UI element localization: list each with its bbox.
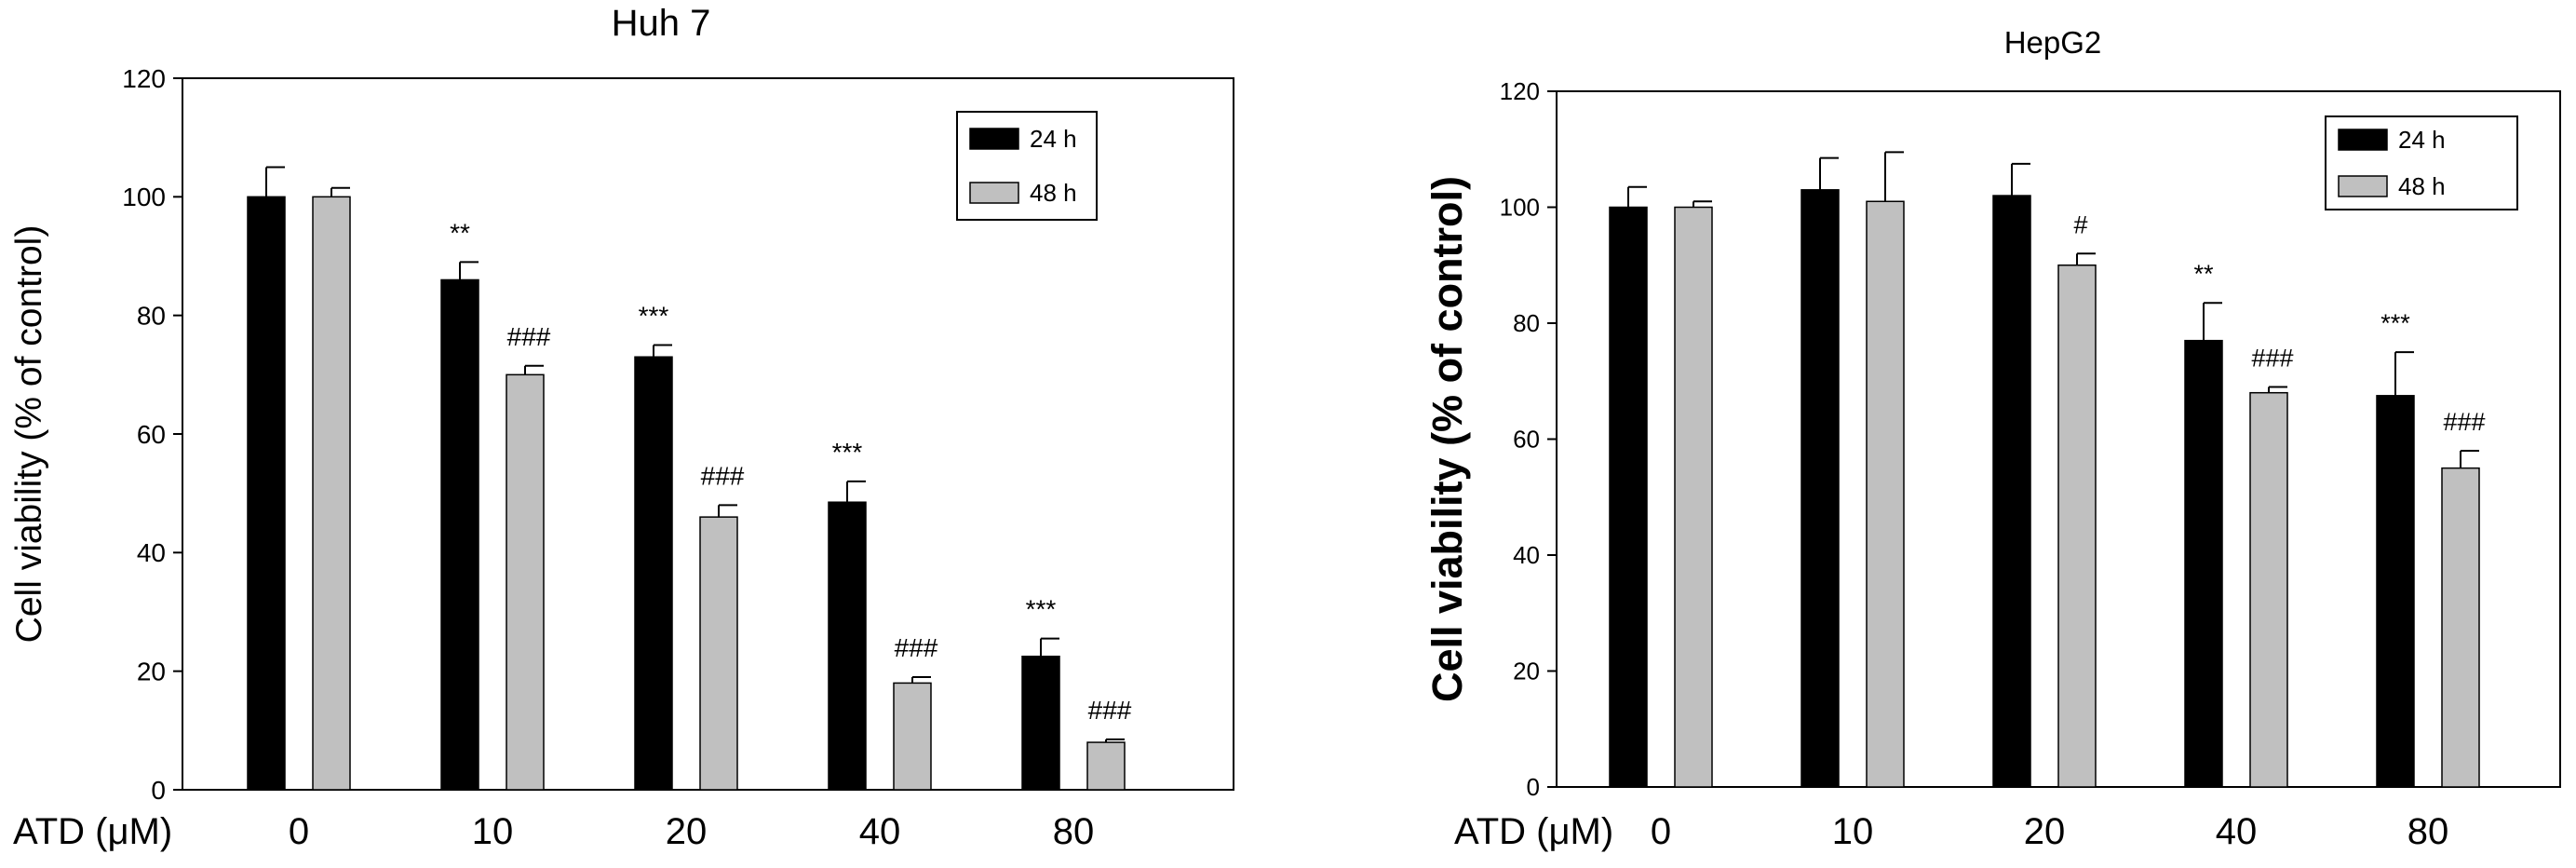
significance-annotation: ***: [2380, 309, 2410, 337]
bar-48h-80: [1086, 741, 1126, 791]
significance-annotation: ***: [1026, 595, 1057, 624]
bar-48h-20: [699, 516, 738, 791]
y-tick-label: 40: [1513, 541, 1540, 569]
category-label: 40: [2216, 811, 2258, 852]
bar-48h-80: [2441, 467, 2480, 788]
y-tick-label: 40: [137, 538, 166, 567]
legend-swatch: [2338, 175, 2388, 197]
significance-annotation: ###: [2251, 344, 2293, 372]
significance-annotation: ***: [639, 302, 669, 331]
significance-annotation: ###: [507, 322, 551, 351]
y-axis-label: Cell viability (% of control): [9, 225, 49, 644]
legend-label: 24 h: [1030, 125, 1077, 153]
category-label: 20: [666, 811, 708, 852]
y-tick-label: 20: [1513, 658, 1540, 685]
y-tick-label: 100: [1500, 194, 1540, 222]
x-axis-label: ATD (μM): [13, 811, 172, 852]
legend-label: 48 h: [1030, 179, 1077, 207]
bar-48h-40: [2249, 391, 2288, 788]
significance-annotation: ###: [701, 461, 745, 490]
significance-annotation: **: [450, 218, 470, 247]
bar-48h-10: [1866, 200, 1905, 788]
category-label: 20: [2024, 811, 2066, 852]
y-tick-label: 120: [122, 64, 166, 93]
y-tick-label: 20: [137, 657, 166, 685]
x-axis-label: ATD (μM): [1454, 811, 1613, 852]
significance-annotation: **: [2193, 260, 2214, 288]
bar-48h-0: [1674, 206, 1713, 788]
category-label: 80: [2407, 811, 2449, 852]
y-tick-label: 120: [1500, 77, 1540, 105]
legend-label: 48 h: [2398, 172, 2446, 200]
legend-swatch: [969, 128, 1019, 150]
bar-24h-0: [1609, 206, 1648, 788]
significance-annotation: ###: [895, 633, 938, 662]
y-tick-label: 60: [137, 420, 166, 449]
legend-swatch: [2338, 129, 2388, 151]
legend-swatch: [969, 182, 1019, 204]
bar-24h-0: [247, 196, 286, 791]
category-label: 10: [1832, 811, 1874, 852]
category-label: 0: [1651, 811, 1671, 852]
category-label: 40: [859, 811, 901, 852]
y-tick-label: 60: [1513, 426, 1540, 454]
chart-title: Huh 7: [612, 3, 711, 44]
bar-24h-10: [440, 278, 479, 791]
legend: 24 h 48 h: [2325, 115, 2518, 210]
y-tick-label: 80: [1513, 309, 1540, 337]
y-tick-label: 100: [122, 183, 166, 211]
bar-24h-20: [1992, 195, 2031, 788]
y-tick-label: 0: [1527, 773, 1540, 801]
bar-24h-80: [2376, 395, 2415, 788]
bar-24h-40: [2184, 339, 2223, 788]
significance-annotation: #: [2073, 210, 2087, 238]
category-label: 10: [472, 811, 514, 852]
bar-24h-10: [1801, 189, 1840, 788]
legend: 24 h 48 h: [956, 111, 1098, 221]
bar-24h-20: [634, 356, 673, 791]
significance-annotation: ###: [2443, 408, 2485, 436]
bar-24h-80: [1021, 656, 1060, 791]
y-tick-label: 80: [137, 301, 166, 330]
bar-48h-10: [506, 373, 545, 791]
category-label: 80: [1053, 811, 1095, 852]
bar-48h-20: [2057, 264, 2097, 788]
y-axis-label: Cell viability (% of control): [1423, 176, 1471, 702]
bar-48h-40: [893, 682, 932, 791]
legend-label: 24 h: [2398, 126, 2446, 154]
significance-annotation: ###: [1088, 696, 1132, 725]
bar-24h-40: [828, 501, 867, 791]
category-label: 0: [289, 811, 309, 852]
significance-annotation: ***: [832, 438, 863, 467]
bar-48h-0: [312, 196, 351, 791]
y-tick-label: 0: [151, 776, 166, 805]
chart-title: HepG2: [2004, 25, 2102, 60]
